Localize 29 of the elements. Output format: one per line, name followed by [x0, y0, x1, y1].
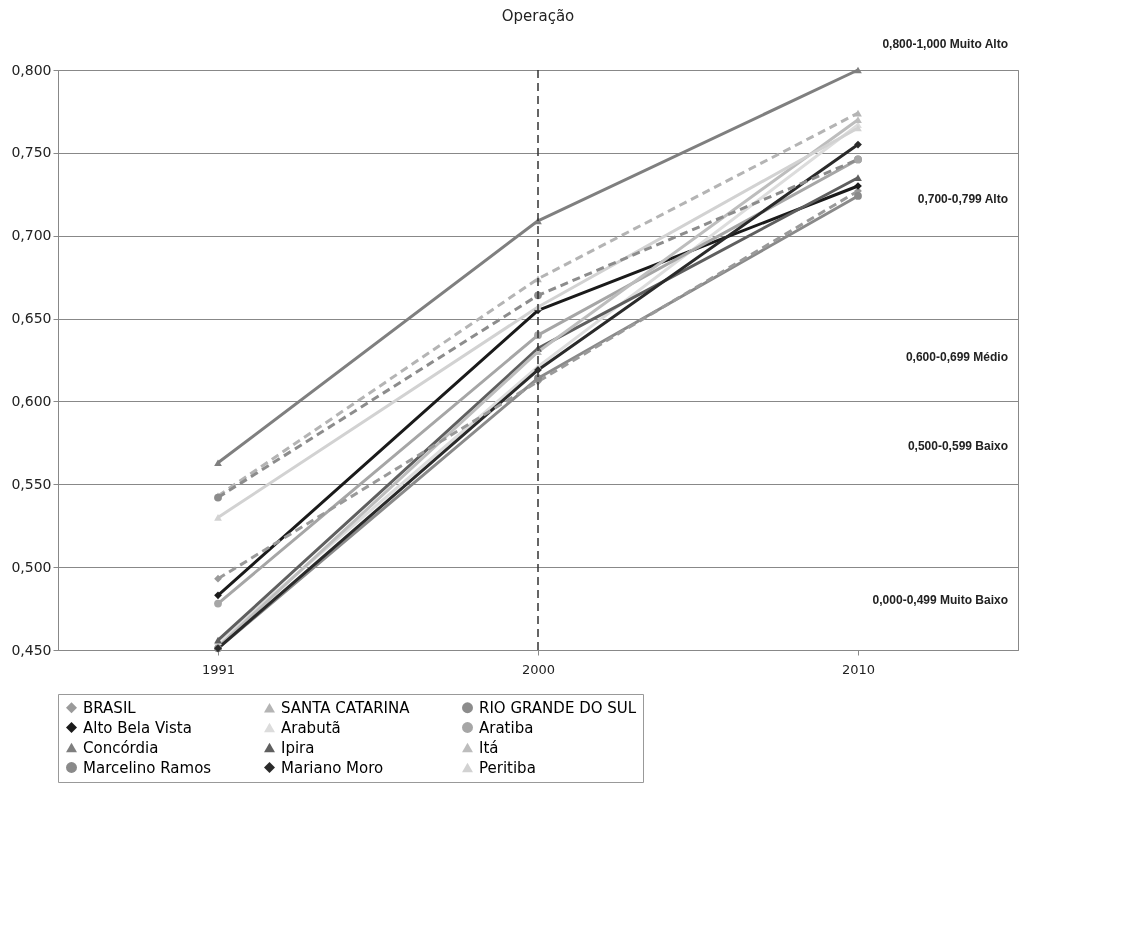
legend-label: Itá: [479, 738, 499, 757]
legend-label: SANTA CATARINA: [281, 698, 411, 717]
legend-label: Marcelino Ramos: [83, 758, 212, 777]
annotation: 0,500-0,599 Baixo: [907, 439, 1008, 454]
legend-label: RIO GRANDE DO SUL: [479, 698, 637, 717]
y-tick-label: 0,550: [11, 475, 52, 492]
x-tick-label: 2010: [841, 661, 876, 677]
y-tick-label: 0,750: [11, 144, 52, 161]
annotation: 0,700-0,799 Alto: [917, 192, 1008, 207]
y-tick-label: 0,650: [11, 310, 52, 327]
y-tick-label: 0,500: [11, 558, 52, 575]
legend-label: BRASIL: [83, 698, 137, 717]
legend-label: Aratiba: [479, 718, 534, 737]
y-tick-label: 0,600: [11, 392, 52, 409]
legend-label: Peritiba: [479, 758, 536, 777]
legend-label: Ipira: [281, 738, 315, 757]
legend-label: Mariano Moro: [281, 758, 384, 777]
x-tick-label: 2000: [521, 661, 556, 677]
chart-title: Operação: [501, 6, 575, 25]
x-tick-label: 1991: [201, 661, 236, 677]
legend-label: Arabutã: [281, 718, 341, 737]
y-tick-label: 0,700: [11, 227, 52, 244]
legend-label: Concórdia: [83, 738, 159, 757]
text: 0,800-1,000 Muito Alto: [882, 36, 1008, 51]
y-tick-label: 0,450: [11, 641, 52, 658]
y-tick-label: 0,800: [11, 61, 52, 78]
legend-label: Alto Bela Vista: [83, 718, 192, 737]
annotation: 0,000-0,499 Muito Baixo: [872, 593, 1008, 608]
annotation: 0,600-0,699 Médio: [905, 349, 1008, 364]
